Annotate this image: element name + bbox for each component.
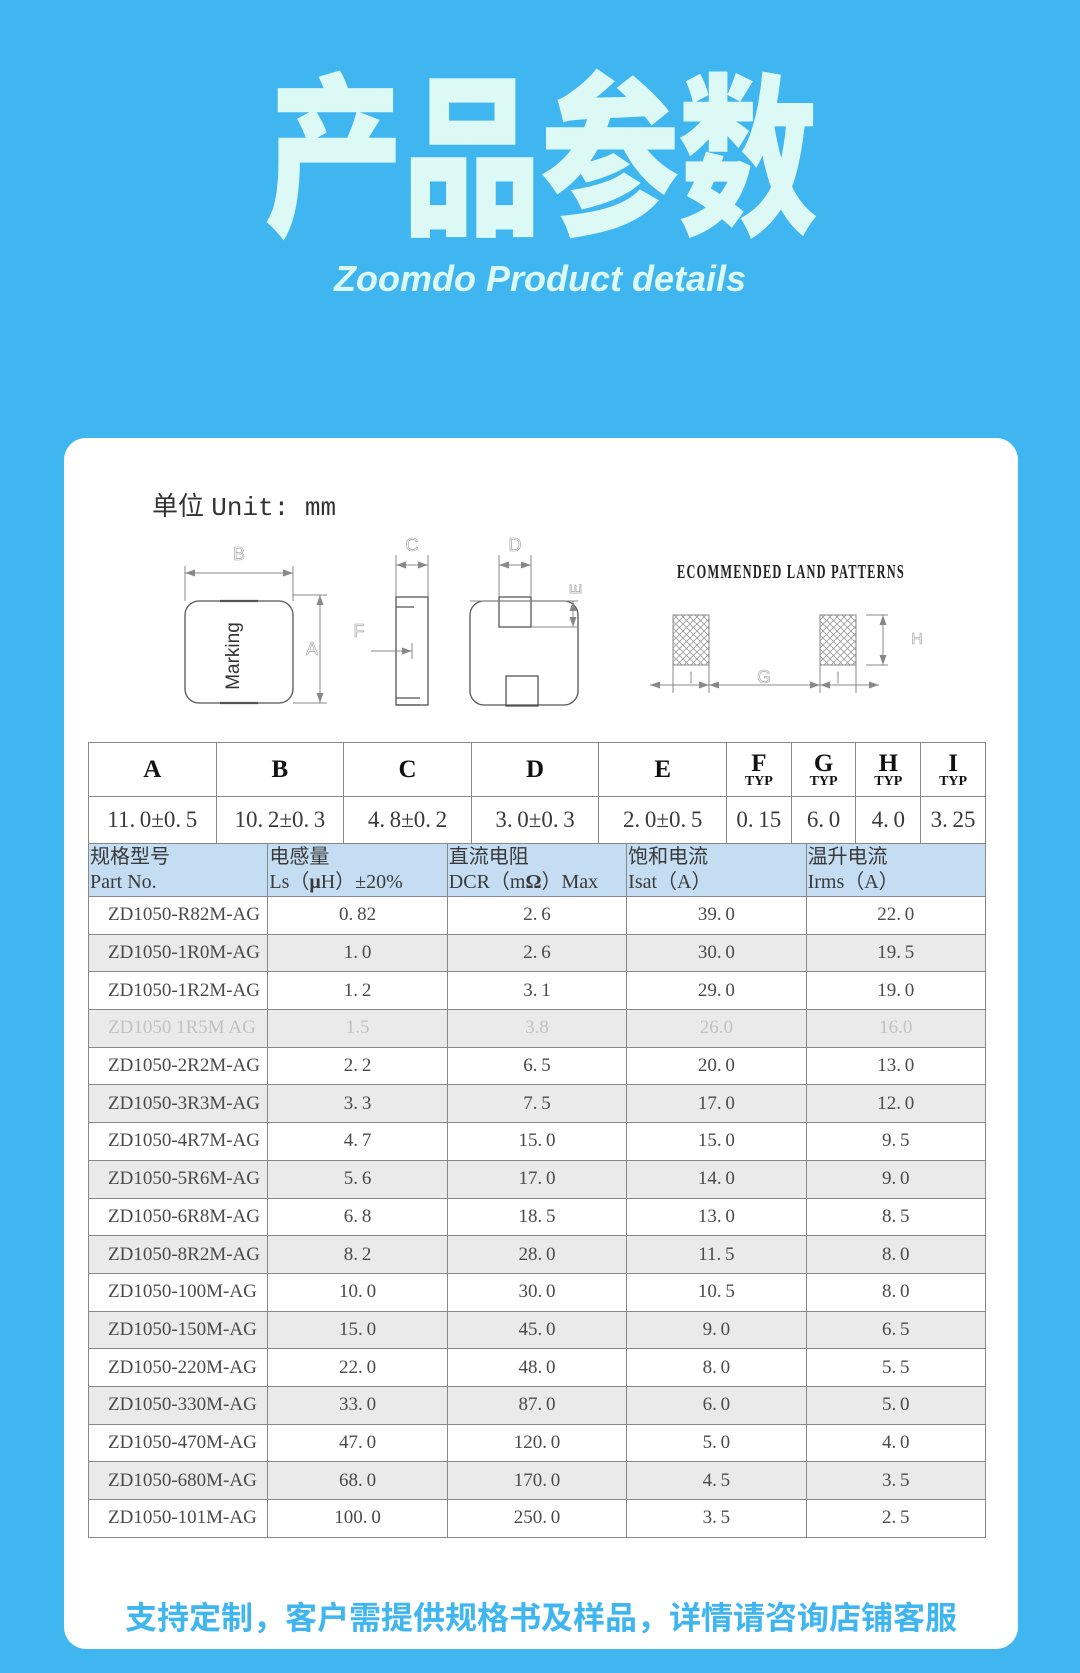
svg-text:H: H	[911, 631, 923, 648]
svg-text:B: B	[233, 544, 245, 564]
svg-text:C: C	[406, 535, 419, 555]
svg-text:F: F	[354, 621, 365, 641]
svg-text:I: I	[836, 670, 840, 687]
svg-text:I: I	[689, 670, 693, 687]
svg-text:D: D	[509, 535, 522, 555]
svg-text:E: E	[568, 584, 585, 595]
svg-text:ECOMMENDED LAND PATTERNS: ECOMMENDED LAND PATTERNS	[677, 561, 905, 583]
svg-text:G: G	[757, 667, 771, 687]
svg-text:Marking: Marking	[223, 622, 244, 690]
svg-text:A: A	[306, 639, 318, 659]
